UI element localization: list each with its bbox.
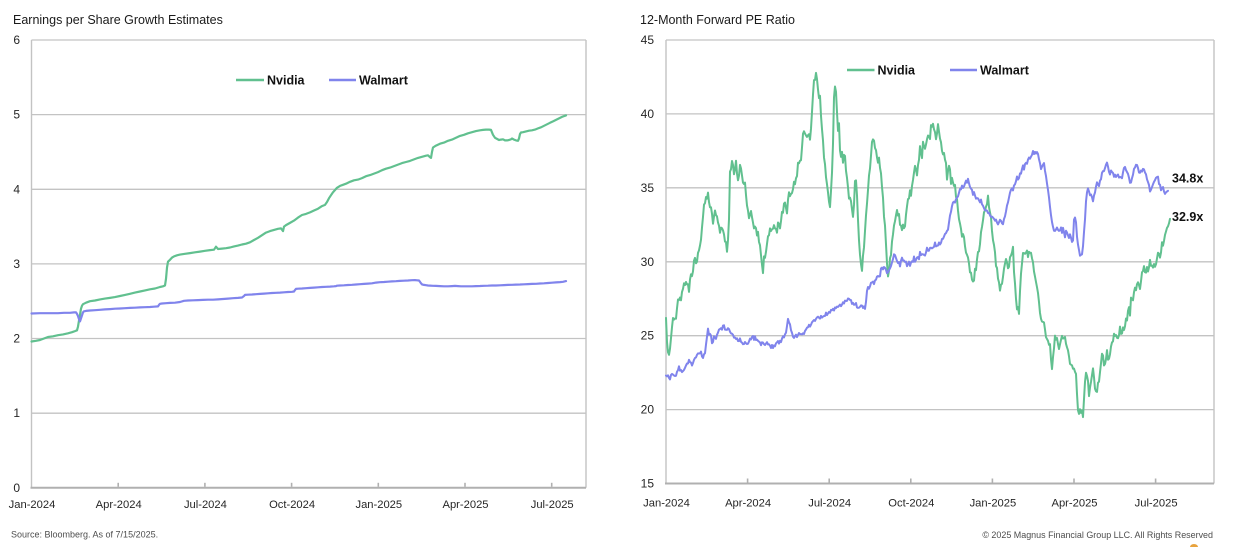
svg-text:Jul-2025: Jul-2025 [1135,498,1178,510]
svg-text:Jan-2024: Jan-2024 [9,499,56,511]
svg-text:32.9x: 32.9x [1172,210,1203,224]
svg-text:Oct-2024: Oct-2024 [269,499,315,511]
svg-text:Walmart: Walmart [359,74,409,88]
svg-text:Jan-2025: Jan-2025 [970,498,1017,510]
svg-text:2: 2 [13,332,20,346]
svg-text:4: 4 [13,182,20,196]
svg-text:0: 0 [13,481,20,495]
svg-text:Nvidia: Nvidia [267,74,306,88]
svg-text:34.8x: 34.8x [1172,172,1203,186]
svg-text:15: 15 [641,477,655,491]
svg-text:6: 6 [13,33,20,47]
svg-text:30: 30 [641,255,655,269]
svg-text:Jul-2024: Jul-2024 [184,499,227,511]
svg-text:5: 5 [13,108,20,122]
svg-text:Apr-2025: Apr-2025 [1051,498,1097,510]
svg-text:40: 40 [641,107,655,121]
svg-text:3: 3 [13,257,20,271]
svg-text:20: 20 [641,403,655,417]
svg-text:Nvidia: Nvidia [878,64,917,78]
svg-text:Apr-2024: Apr-2024 [725,498,771,510]
svg-text:© 2025 Magnus Financial Group: © 2025 Magnus Financial Group LLC. All R… [982,530,1213,540]
svg-text:45: 45 [641,33,655,47]
svg-text:Jan-2025: Jan-2025 [355,499,402,511]
svg-text:Apr-2025: Apr-2025 [442,499,488,511]
svg-text:25: 25 [641,329,655,343]
svg-text:Jul-2025: Jul-2025 [531,499,574,511]
svg-text:Oct-2024: Oct-2024 [888,498,934,510]
svg-text:1: 1 [13,406,20,420]
svg-text:35: 35 [641,181,655,195]
svg-text:12-Month Forward PE Ratio: 12-Month Forward PE Ratio [640,13,795,27]
svg-text:Walmart: Walmart [980,64,1030,78]
svg-text:Jan-2024: Jan-2024 [643,498,690,510]
svg-text:Apr-2024: Apr-2024 [96,499,142,511]
svg-text:Source: Bloomberg. As of 7/15/: Source: Bloomberg. As of 7/15/2025. [11,530,158,540]
svg-text:Earnings per Share Growth Esti: Earnings per Share Growth Estimates [13,13,223,27]
svg-text:Jul-2024: Jul-2024 [808,498,851,510]
